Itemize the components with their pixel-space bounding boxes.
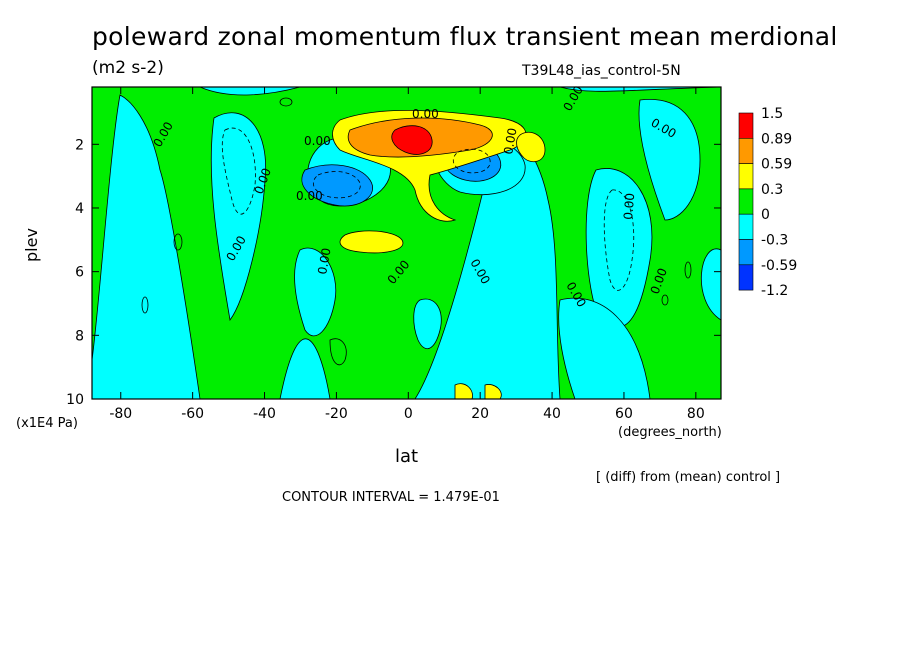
contour-label: 0.00 xyxy=(621,192,637,220)
legend-label: 0.59 xyxy=(761,157,792,173)
y-tick-label: 10 xyxy=(66,392,84,408)
contour-region xyxy=(585,168,653,328)
contour-line-closed xyxy=(141,296,149,314)
contour-interval: CONTOUR INTERVAL = 1.479E-01 xyxy=(282,490,500,505)
y-tick-label: 8 xyxy=(75,328,84,344)
contour-region xyxy=(329,338,347,366)
x-tick-label: 60 xyxy=(615,406,633,422)
contour-line-closed xyxy=(661,294,669,306)
x-axis-label: lat xyxy=(395,446,419,467)
contour-region xyxy=(454,383,473,399)
chart-units: (m2 s-2) xyxy=(92,58,164,78)
contour-line-closed xyxy=(279,97,293,107)
legend-label: -1.2 xyxy=(761,283,788,299)
legend-swatch xyxy=(738,138,754,164)
x-tick-label: -40 xyxy=(253,406,276,422)
contour-line-closed xyxy=(684,261,692,279)
contour-region xyxy=(339,230,404,254)
contour-region xyxy=(210,112,267,321)
legend-label: 1.5 xyxy=(761,106,783,122)
x-tick-label: -20 xyxy=(325,406,348,422)
x-tick-label: 80 xyxy=(687,406,705,422)
legend-label: 0 xyxy=(761,207,770,223)
x-tick-label: 0 xyxy=(404,406,413,422)
legend-label: 0.3 xyxy=(761,182,783,198)
contour-line-negative xyxy=(452,148,491,174)
legend-swatch xyxy=(738,112,754,139)
y-axis-label: plev xyxy=(22,228,41,262)
contour-label: 0.00 xyxy=(315,247,333,276)
y-axis-units: (x1E4 Pa) xyxy=(16,416,78,431)
legend-label: -0.3 xyxy=(761,233,788,249)
legend-label: 0.89 xyxy=(761,131,792,147)
y-tick-label: 2 xyxy=(75,137,84,153)
legend-swatch xyxy=(738,163,754,190)
color-legend: 1.5 0.89 0.59 0.3 0 -0.3 -0.59 -1.2 xyxy=(738,106,797,299)
legend-swatch xyxy=(738,188,754,215)
contour-region xyxy=(638,98,701,221)
contour-region xyxy=(516,131,546,163)
contour-region xyxy=(294,247,337,337)
contour-label: 0.00 xyxy=(304,134,331,148)
contour-region xyxy=(413,298,442,350)
legend-swatch xyxy=(738,213,754,240)
contour-line-closed xyxy=(173,233,183,251)
plot-frame xyxy=(91,86,722,400)
run-id: T39L48_ias_control-5N xyxy=(522,63,681,79)
contour-line-negative xyxy=(603,189,635,291)
x-tick-label: 40 xyxy=(543,406,561,422)
contour-region xyxy=(484,384,502,399)
contour-label: 0.00 xyxy=(412,107,439,121)
x-tick-label: -80 xyxy=(109,406,132,422)
x-tick-label: -60 xyxy=(181,406,204,422)
contour-label: 0.00 xyxy=(501,127,519,156)
contour-region xyxy=(391,125,433,155)
y-axis: 2 4 6 8 10 xyxy=(66,137,721,408)
legend-swatch xyxy=(738,239,754,266)
plot-area xyxy=(92,87,721,399)
contour-region xyxy=(301,164,373,207)
diff-note: [ (diff) from (mean) control ] xyxy=(596,470,781,485)
contour-label: 0.00 xyxy=(296,189,323,203)
y-tick-label: 6 xyxy=(75,265,84,281)
chart-title: poleward zonal momentum flux transient m… xyxy=(92,22,838,51)
legend-label: -0.59 xyxy=(761,258,797,274)
y-tick-label: 4 xyxy=(75,201,84,217)
legend-swatch xyxy=(738,264,754,291)
x-axis: -80 -60 -40 -20 0 20 40 60 80 xyxy=(109,87,705,422)
x-axis-units: (degrees_north) xyxy=(618,425,722,440)
contour-line-negative xyxy=(221,127,256,215)
x-tick-label: 20 xyxy=(471,406,489,422)
